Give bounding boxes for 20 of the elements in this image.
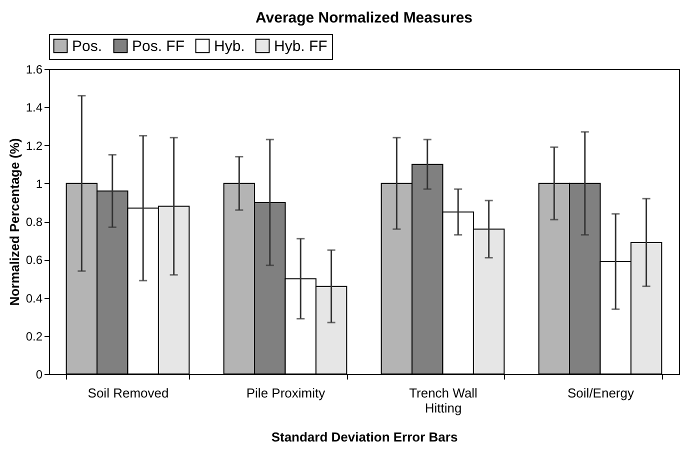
y-tick-label: 0.2 [26,329,43,344]
y-tick-label: 1 [36,176,43,191]
y-tick-label: 1.4 [26,100,43,115]
y-axis-title: Normalized Percentage (%) [6,138,22,306]
y-tick-label: 0.4 [26,291,43,306]
x-tick-label: Soil/Energy [568,386,634,400]
x-tick-label: Trench Wall Hitting [409,386,478,416]
y-tick-label: 1.6 [26,62,43,76]
legend-label: Pos. [72,38,102,55]
x-tick-label: Pile Proximity [246,386,326,400]
chart-title: Average Normalized Measures [255,10,473,26]
legend-label: Hyb. FF [274,38,328,55]
y-tick-label: 0.8 [26,215,43,229]
legend-label: Hyb. [214,38,245,55]
x-tick-label: Soil Removed [88,386,169,400]
y-tick-label: 0.6 [26,253,43,268]
x-axis-title: Standard Deviation Error Bars [271,430,458,444]
legend-label: Pos. FF [132,38,185,55]
y-tick-label: 1.2 [26,138,43,153]
y-tick-label: 0 [36,368,43,382]
